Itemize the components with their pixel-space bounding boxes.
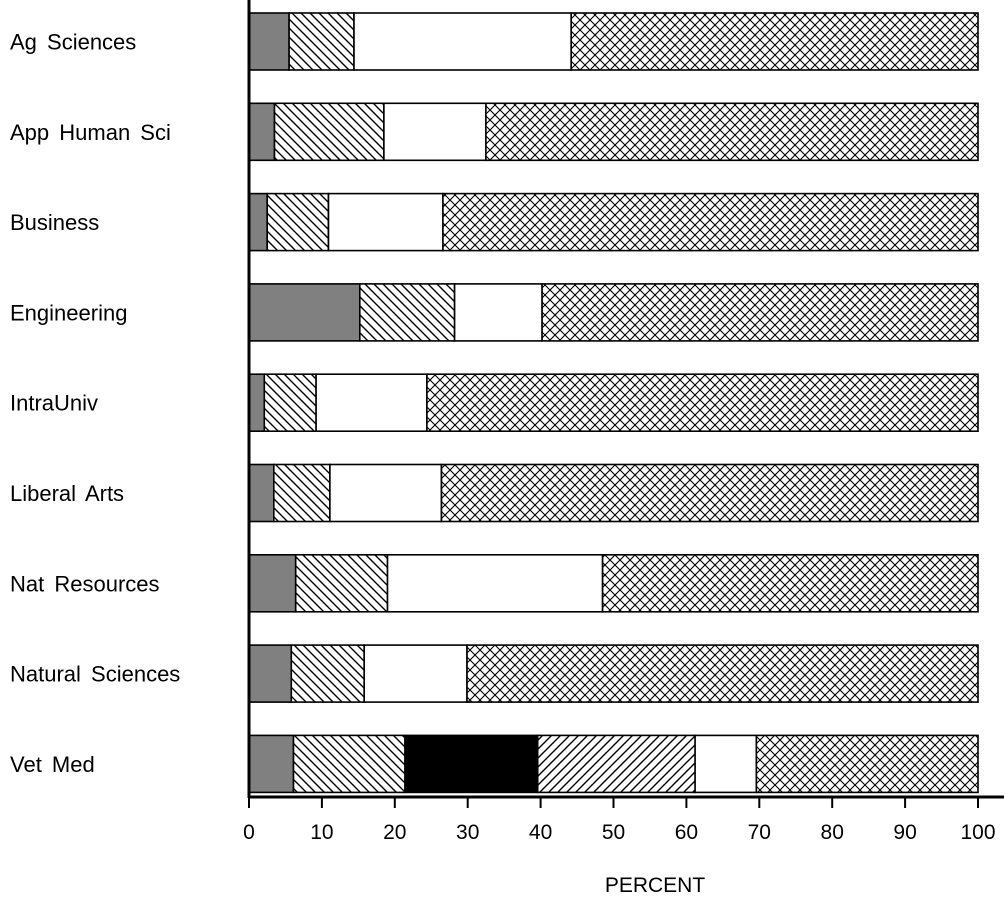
- category-label: Liberal Arts: [10, 481, 124, 506]
- bar-segment: [248, 463, 275, 523]
- category-label: Business: [10, 210, 99, 235]
- bar-segment: [248, 644, 293, 703]
- bar-segment: [294, 553, 389, 613]
- bar-segment: [466, 644, 979, 703]
- bar-segment: [248, 283, 361, 342]
- x-tick-label: 60: [675, 821, 698, 844]
- bar-segment: [404, 734, 539, 794]
- bar-segment: [292, 734, 406, 794]
- category-label: Ag Sciences: [10, 30, 136, 55]
- bar-segment: [353, 12, 572, 71]
- bar-segment: [453, 283, 543, 342]
- bar-segment: [570, 12, 979, 71]
- bar-segment: [329, 463, 443, 523]
- x-tick-label: 50: [602, 821, 625, 844]
- bar-segment: [383, 102, 487, 162]
- category-label: App Human Sci: [10, 120, 171, 145]
- x-tick-label: 20: [383, 821, 406, 844]
- x-tick-label: 40: [529, 821, 552, 844]
- x-tick-label: 100: [960, 821, 995, 844]
- category-label: IntraUniv: [10, 391, 98, 416]
- bar-segment: [288, 12, 355, 71]
- bar-segment: [485, 102, 979, 162]
- x-axis: 0 10 20 30 40 50 60 70 80 90 100: [243, 795, 1004, 844]
- bar-segment: [694, 734, 758, 794]
- bar-segment: [248, 102, 276, 162]
- bar-segment: [248, 192, 269, 252]
- bar-segment: [315, 373, 428, 433]
- bar-segment: [327, 192, 444, 252]
- x-tick-label: 70: [748, 821, 771, 844]
- bar-segment: [440, 463, 979, 523]
- bar-segment: [363, 644, 468, 703]
- x-tick-label: 90: [893, 821, 916, 844]
- bar-segment: [426, 373, 979, 433]
- x-axis-title: PERCENT: [605, 874, 706, 897]
- bar-segment: [248, 373, 266, 433]
- bar-segment: [272, 463, 331, 523]
- bar-segment: [248, 12, 290, 71]
- category-label: Nat Resources: [10, 571, 160, 596]
- bar-segment: [358, 283, 456, 342]
- bar-segment: [541, 283, 979, 342]
- bar-segment: [248, 553, 297, 613]
- category-label: Engineering: [10, 300, 127, 325]
- x-tick-label: 10: [310, 821, 333, 844]
- bars-layer: [248, 12, 979, 794]
- x-axis-ticks: 0 10 20 30 40 50 60 70 80 90 100: [243, 797, 996, 844]
- bar-segment: [536, 734, 697, 794]
- x-tick-label: 0: [243, 821, 255, 844]
- bar-segment: [601, 553, 979, 613]
- category-labels: Ag Sciences App Human Sci Business Engineer…: [10, 30, 180, 777]
- bar-segment: [248, 734, 295, 794]
- x-tick-label: 80: [821, 821, 844, 844]
- bar-segment: [386, 553, 604, 613]
- bar-segment: [442, 192, 979, 252]
- category-label: Natural Sciences: [10, 662, 180, 687]
- bar-segment: [266, 192, 330, 252]
- bar-segment: [263, 373, 317, 433]
- bar-segment: [290, 644, 365, 703]
- x-tick-label: 30: [456, 821, 479, 844]
- bar-segment: [755, 734, 979, 794]
- category-label: Vet Med: [10, 752, 95, 777]
- bar-segment: [273, 102, 385, 162]
